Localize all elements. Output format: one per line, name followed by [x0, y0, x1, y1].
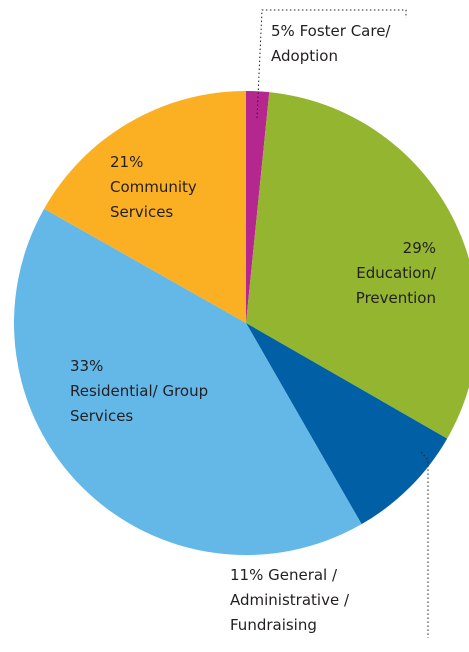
- slice-label-general-line-2: Fundraising: [230, 616, 317, 634]
- slice-label-education-line-0: 29%: [403, 239, 436, 257]
- slice-label-residential-line-2: Services: [70, 407, 133, 425]
- slice-label-education-line-1: Education/: [356, 264, 437, 282]
- slice-label-community-line-2: Services: [110, 203, 173, 221]
- slice-label-foster: 5% Foster Care/Adoption: [271, 22, 391, 65]
- slice-label-residential: 33% Residential/ Group Services: [70, 357, 208, 425]
- leader-line-foster: [256, 9, 407, 119]
- slice-label-residential-line-1: Residential/ Group: [70, 382, 208, 400]
- slice-label-community-line-0: 21%: [110, 153, 143, 171]
- pie-slice-foster: [246, 91, 270, 323]
- slice-label-community-line-1: Community: [110, 178, 197, 196]
- pie-slice-community: [44, 91, 247, 323]
- slice-label-foster-line-1: Adoption: [271, 47, 338, 65]
- slice-label-general: 11% General / Administrative / Fundraising: [230, 566, 350, 634]
- pie-slice-residential: [14, 208, 362, 555]
- slice-label-general-line-0: 11% General /: [230, 566, 338, 584]
- slice-label-education-line-2: Prevention: [356, 289, 436, 307]
- pie-slice-general: [246, 323, 448, 525]
- slice-label-education: 29% Education/Prevention: [356, 239, 437, 307]
- slice-label-general-line-1: Administrative /: [230, 591, 350, 609]
- leader-line-general: [420, 451, 429, 638]
- slice-label-foster-line-0: 5% Foster Care/: [271, 22, 391, 40]
- pie-slice-education: [246, 92, 469, 439]
- slice-label-community: 21% Community Services: [110, 153, 197, 221]
- slice-label-residential-line-0: 33%: [70, 357, 103, 375]
